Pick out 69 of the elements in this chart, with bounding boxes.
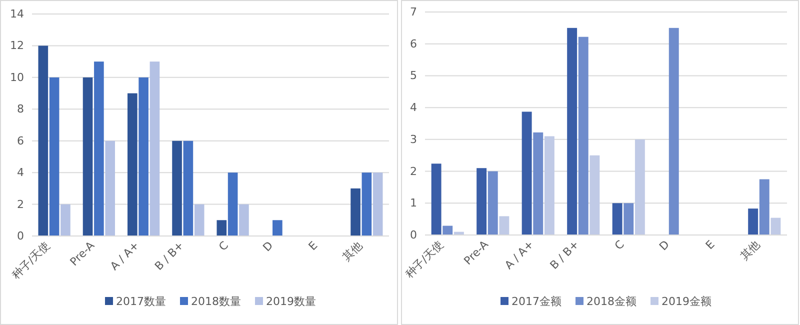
y-tick-label: 5 <box>410 69 417 82</box>
bar <box>372 172 383 236</box>
bar <box>612 203 622 235</box>
y-tick-label: 14 <box>10 8 24 20</box>
x-tick-label: D <box>656 238 672 254</box>
bar <box>442 226 453 235</box>
bar <box>49 77 60 236</box>
x-tick-label: 其他 <box>340 238 365 264</box>
bar <box>194 204 204 236</box>
bar <box>362 172 372 236</box>
bar <box>150 62 160 236</box>
bar <box>105 140 116 236</box>
bar <box>228 172 238 236</box>
bar <box>239 204 249 236</box>
x-tick-label: D <box>260 238 276 254</box>
bar <box>488 171 498 235</box>
bar <box>94 62 104 236</box>
legend-label: 2018金额 <box>586 295 636 308</box>
legend-label: 2019金额 <box>662 295 712 308</box>
y-tick-label: 4 <box>17 166 24 180</box>
y-tick-label: 2 <box>17 198 24 211</box>
y-tick-label: 12 <box>10 39 24 52</box>
bar <box>216 220 227 236</box>
bar <box>38 46 48 236</box>
bar <box>127 93 138 236</box>
bar <box>60 204 70 236</box>
x-tick-label: A / A+ <box>108 238 142 273</box>
bar <box>634 139 645 235</box>
y-tick-label: 7 <box>410 6 417 18</box>
bar <box>431 164 442 235</box>
y-tick-label: 10 <box>10 70 24 84</box>
bar <box>476 168 487 235</box>
bar <box>567 28 578 235</box>
legend-label: 2017数量 <box>116 295 166 308</box>
legend-label: 2019数量 <box>266 295 316 308</box>
bar <box>759 179 770 235</box>
x-tick-label: 其他 <box>738 238 762 263</box>
y-tick-label: 3 <box>410 132 417 146</box>
bar <box>544 136 554 235</box>
bar <box>82 77 93 236</box>
x-tick-label: A / A+ <box>502 238 536 272</box>
bar <box>578 36 588 235</box>
x-tick-label: E <box>306 238 320 254</box>
bar <box>350 188 360 236</box>
bar <box>770 218 781 235</box>
x-tick-label: C <box>612 238 627 253</box>
x-tick-label: E <box>703 238 718 252</box>
x-tick-label: B / B+ <box>548 238 582 272</box>
y-tick-label: 2 <box>410 164 417 178</box>
bar <box>748 208 758 235</box>
bar <box>499 216 510 235</box>
bar <box>590 155 600 235</box>
y-tick-label: 6 <box>410 37 417 50</box>
bar <box>272 220 282 236</box>
y-tick-label: 8 <box>17 102 24 116</box>
bar <box>522 112 532 235</box>
bar <box>138 77 148 236</box>
y-tick-label: 1 <box>410 196 417 210</box>
y-tick-label: 4 <box>410 101 417 114</box>
bar <box>668 28 679 235</box>
bar <box>624 203 634 235</box>
bar <box>183 140 194 236</box>
bar <box>172 140 182 236</box>
x-tick-label: C <box>216 238 232 254</box>
x-tick-label: B / B+ <box>152 238 186 273</box>
legend-label: 2017金额 <box>512 295 562 308</box>
y-tick-label: 6 <box>17 134 24 148</box>
legend-label: 2018数量 <box>191 295 241 308</box>
bar <box>533 132 544 235</box>
